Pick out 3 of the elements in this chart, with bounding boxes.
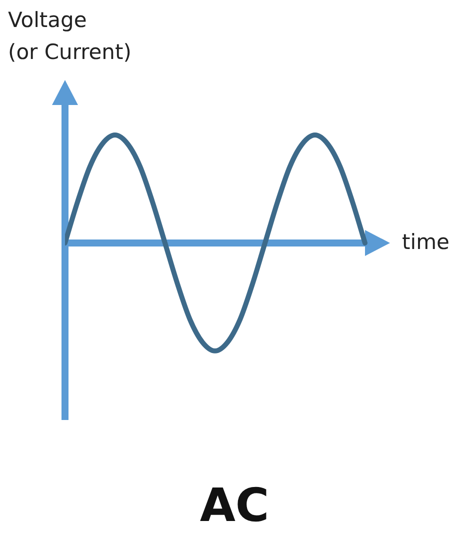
text: AC	[198, 478, 270, 532]
y-axis-title: Voltage (or Current)	[8, 7, 132, 66]
x-axis-title: time	[402, 230, 450, 254]
